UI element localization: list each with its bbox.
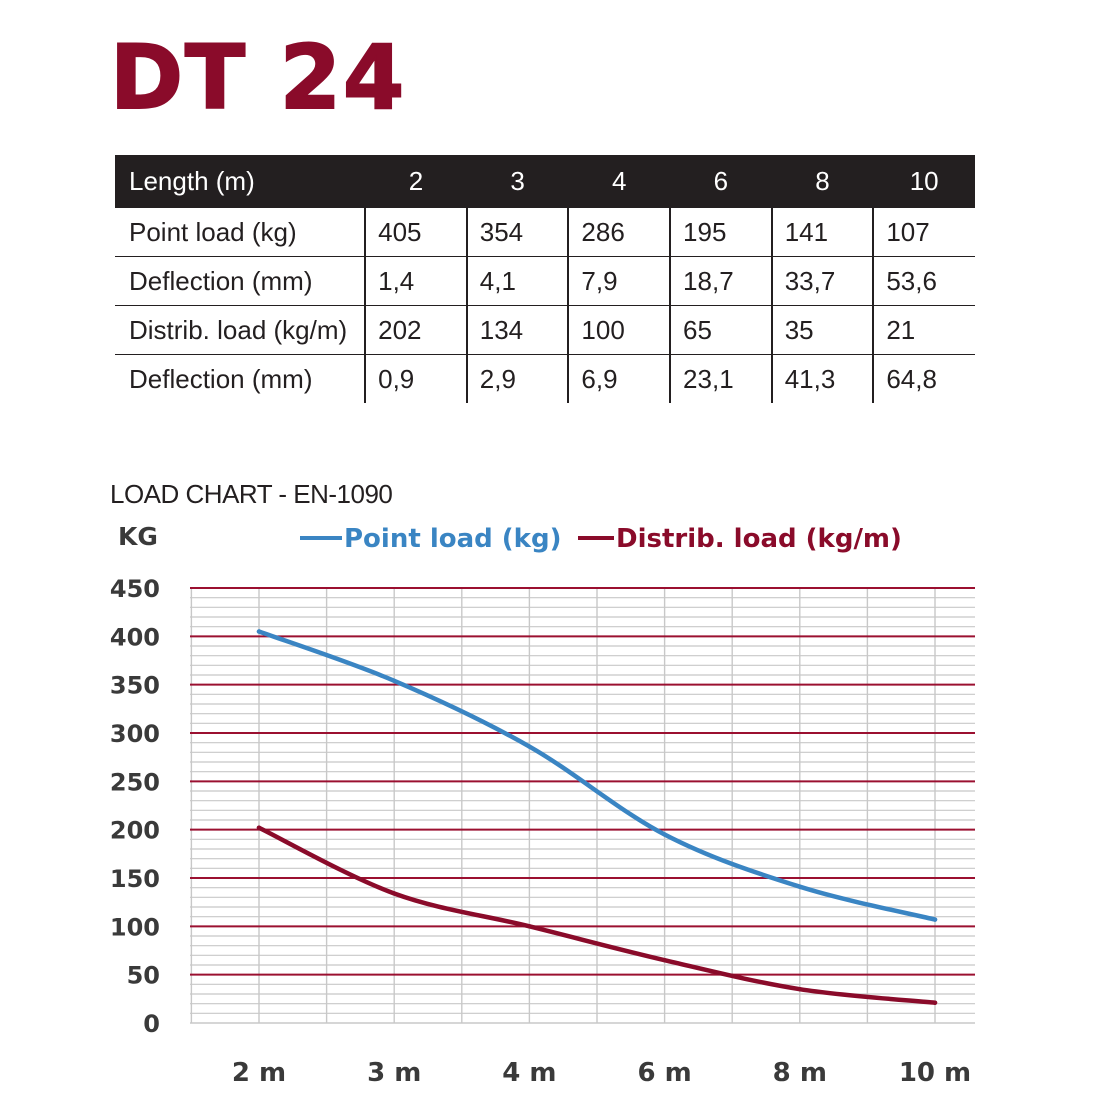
data-point — [662, 957, 667, 963]
table-cell: 4,1 — [465, 256, 569, 306]
chart-caption: LOAD CHART - EN-1090 — [110, 479, 393, 509]
data-point — [662, 832, 667, 837]
spec-header-cell: 2 — [365, 155, 467, 208]
table-cell: 21 — [872, 305, 975, 355]
row-label: Deflection (mm) — [115, 256, 366, 306]
table-cell: 286 — [567, 208, 671, 257]
x-tick-label: 6 m — [637, 1058, 691, 1088]
y-axis-label: KG — [118, 522, 158, 551]
series-line-distrib-load — [256, 825, 938, 1005]
table-cell: 18,7 — [669, 256, 772, 306]
table-cell: 0,9 — [364, 354, 467, 403]
spec-header-cell: 4 — [568, 155, 671, 208]
x-tick-label: 2 m — [232, 1058, 286, 1088]
data-point — [256, 629, 262, 634]
table-cell: 53,6 — [872, 256, 975, 306]
y-tick-label: 450 — [110, 575, 160, 603]
table-cell: 6,9 — [567, 354, 671, 403]
x-tick-label: 3 m — [367, 1058, 421, 1088]
legend-label: Distrib. load (kg/m) — [616, 524, 902, 554]
spec-header-cell: 8 — [771, 155, 874, 208]
table-cell: 35 — [770, 305, 874, 355]
table-cell: 64,8 — [872, 354, 975, 403]
table-row: Deflection (mm) 0,9 2,9 6,9 23,1 41,3 64… — [115, 354, 975, 403]
table-row: Point load (kg) 405 354 286 195 141 107 — [115, 208, 975, 257]
y-tick-label: 200 — [110, 817, 160, 845]
table-cell: 107 — [872, 208, 975, 257]
table-cell: 23,1 — [669, 354, 772, 403]
table-cell: 7,9 — [567, 256, 671, 306]
table-cell: 141 — [770, 208, 874, 257]
row-label: Point load (kg) — [115, 208, 366, 257]
data-point — [392, 678, 397, 683]
y-tick-label: 400 — [110, 623, 160, 651]
spec-table: Length (m) 2 3 4 6 8 10 Point load (kg) … — [115, 155, 975, 403]
data-point — [527, 744, 532, 749]
table-cell: 100 — [567, 305, 671, 355]
table-cell: 41,3 — [770, 354, 874, 403]
spec-header-cell: 3 — [466, 155, 569, 208]
table-cell: 202 — [364, 305, 467, 355]
spec-header-label: Length (m) — [115, 155, 366, 208]
table-cell: 134 — [465, 305, 569, 355]
table-cell: 33,7 — [770, 256, 874, 306]
x-tick-label: 4 m — [502, 1058, 556, 1088]
data-point — [932, 1000, 938, 1005]
y-tick-label: 150 — [110, 865, 160, 893]
table-cell: 2,9 — [465, 354, 569, 403]
row-label: Deflection (mm) — [129, 363, 313, 394]
table-cell: 1,4 — [364, 256, 467, 306]
row-label: Distrib. load (kg/m) — [115, 305, 366, 355]
x-tick-label: 10 m — [899, 1058, 971, 1088]
table-cell: 65 — [669, 305, 772, 355]
spec-table-header-row: Length (m) 2 3 4 6 8 10 — [115, 155, 975, 208]
data-point — [256, 825, 262, 830]
y-tick-label: 250 — [110, 768, 160, 796]
product-title: DT 24 — [109, 26, 407, 129]
data-point — [797, 884, 802, 889]
x-tick-label: 8 m — [773, 1058, 827, 1088]
spec-header-cell: 6 — [670, 155, 772, 208]
legend-label: Point load (kg) — [344, 524, 561, 554]
y-tick-label: 50 — [127, 962, 160, 990]
y-tick-label: 300 — [110, 720, 160, 748]
y-tick-label: 100 — [110, 913, 160, 941]
y-tick-label: 350 — [110, 672, 160, 700]
data-point — [392, 891, 397, 896]
y-tick-label: 0 — [143, 1010, 160, 1038]
series-line-point-load — [256, 629, 938, 922]
spec-header-cell: 10 — [873, 155, 975, 208]
data-point — [932, 917, 938, 922]
table-row: Distrib. load (kg/m) 202 134 100 65 35 2… — [115, 305, 975, 355]
data-point — [797, 986, 802, 992]
table-row: Deflection (mm) 1,4 4,1 7,9 18,7 33,7 53… — [115, 256, 975, 306]
table-cell: 354 — [465, 208, 569, 257]
data-point — [527, 924, 532, 929]
table-cell: 405 — [364, 208, 467, 257]
table-cell: 195 — [669, 208, 772, 257]
